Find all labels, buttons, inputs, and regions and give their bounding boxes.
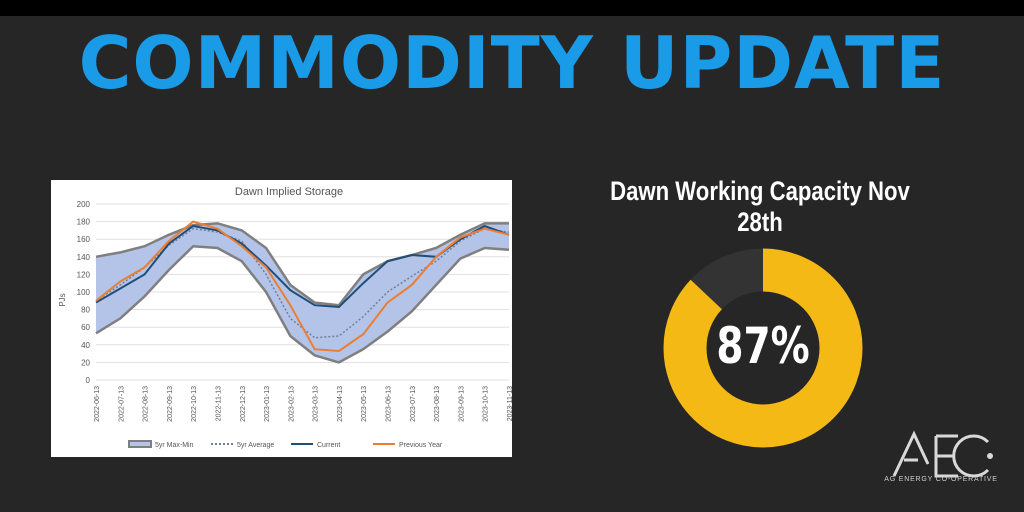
y-tick-label: 40 xyxy=(81,341,90,350)
series-band-max-min xyxy=(96,223,509,363)
series-band-max-line xyxy=(95,222,509,307)
series-band-min-line xyxy=(95,244,510,364)
legend-label: 5yr Max-Min xyxy=(155,442,194,449)
x-tick-label: 2023-01-13 xyxy=(264,386,271,422)
x-tick-label: 2023-07-13 xyxy=(410,386,417,422)
y-tick-label: 120 xyxy=(77,270,91,279)
storage-chart: Dawn Implied Storage PJs 0 20 40 60 80 100 120… xyxy=(51,180,512,457)
y-tick-label: 20 xyxy=(81,358,90,367)
legend-swatch xyxy=(128,440,152,448)
x-tick-label: 2022-06-13 xyxy=(94,386,101,422)
x-tick-label: 2023-09-13 xyxy=(458,386,465,422)
donut-fill xyxy=(663,248,863,448)
x-tick-label: 2022-12-13 xyxy=(240,386,247,422)
logo-tagline: AG ENERGY CO-OPERATIVE xyxy=(884,476,998,483)
x-tick-label: 2023-11-13 xyxy=(507,386,512,421)
series-line-previous-year xyxy=(95,220,510,352)
x-tick-label: 2023-06-13 xyxy=(386,386,393,422)
top-bar xyxy=(0,0,1024,16)
y-tick-label: 80 xyxy=(81,306,90,315)
x-tick-label: 2023-10-13 xyxy=(483,386,490,422)
y-tick-label: 140 xyxy=(77,253,91,262)
capacity-title: Dawn Working Capacity Nov 28th xyxy=(610,176,910,237)
y-tick-label: 160 xyxy=(77,235,91,244)
chart-title: Dawn Implied Storage xyxy=(235,186,343,198)
y-axis-label: PJs xyxy=(58,293,67,306)
x-tick-label: 2022-10-13 xyxy=(191,386,198,422)
capacity-donut xyxy=(663,248,863,448)
x-tick-label: 2022-08-13 xyxy=(143,386,150,422)
capacity-percent: 87% xyxy=(716,317,810,375)
x-tick-label: 2022-11-13 xyxy=(215,386,222,421)
y-tick-label: 0 xyxy=(86,376,91,385)
x-tick-label: 2022-09-13 xyxy=(167,386,174,422)
x-tick-label: 2023-04-13 xyxy=(337,386,344,422)
y-tick-label: 60 xyxy=(81,323,90,332)
aec-logo xyxy=(892,430,993,478)
page-title: COMMODITY UPDATE xyxy=(78,21,946,105)
legend-label: Current xyxy=(317,442,340,449)
y-tick-label: 100 xyxy=(77,288,91,297)
legend-label: Previous Year xyxy=(399,442,443,449)
y-tick-label: 200 xyxy=(77,200,91,209)
x-tick-label: 2022-07-13 xyxy=(118,386,125,422)
x-tick-label: 2023-08-13 xyxy=(434,386,441,422)
x-tick-label: 2023-03-13 xyxy=(313,386,320,422)
y-tick-label: 180 xyxy=(77,218,91,227)
x-tick-label: 2023-02-13 xyxy=(288,386,295,422)
x-tick-label: 2023-05-13 xyxy=(361,386,368,422)
legend-label: 5yr Average xyxy=(237,442,274,449)
